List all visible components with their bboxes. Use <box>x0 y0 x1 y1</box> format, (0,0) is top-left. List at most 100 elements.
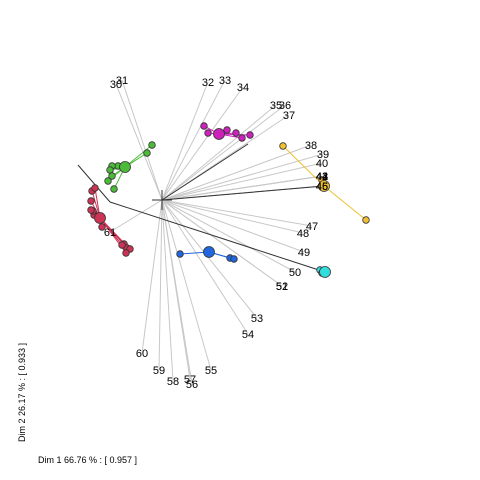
spoke-label-54: 54 <box>242 329 254 341</box>
spoke-line-52 <box>161 199 283 287</box>
spoke-line-30 <box>115 83 163 201</box>
connector-line-1 <box>77 164 111 203</box>
spoke-line-32 <box>161 81 209 201</box>
spoke-label-46: 46 <box>316 181 328 193</box>
series-1-center <box>94 212 106 224</box>
spoke-label-41: 41 <box>316 171 328 183</box>
series-2-point-4 <box>232 129 240 137</box>
series-2-point-1 <box>200 122 208 130</box>
series-0-point-7 <box>148 141 156 149</box>
series-group-5 <box>316 266 331 278</box>
series-group-4 <box>176 246 238 263</box>
spoke-line-54 <box>161 199 249 335</box>
series-2-point-6 <box>238 134 246 142</box>
spoke-line-40 <box>161 162 323 201</box>
spoke-label-43: 43 <box>316 171 328 183</box>
spoke-label-50: 50 <box>289 267 301 279</box>
series-4-point-3 <box>230 255 238 263</box>
series-1-point-11 <box>122 249 130 257</box>
series-groups <box>87 122 370 278</box>
spoke-line-60 <box>141 199 163 354</box>
series-0-point-6 <box>110 185 118 193</box>
series-3-point-3 <box>362 216 370 224</box>
spoke-label-56: 56 <box>186 379 198 391</box>
series-2-point-3 <box>223 126 231 134</box>
spoke-label-31: 31 <box>116 75 128 87</box>
spoke-label-39: 39 <box>317 149 329 161</box>
spoke-line-55 <box>161 199 212 371</box>
spoke-label-61: 61 <box>104 227 116 239</box>
spoke-label-47: 47 <box>306 221 318 233</box>
spoke-line-39 <box>161 153 324 201</box>
spoke-label-51: 51 <box>276 281 288 293</box>
connector-line-2 <box>161 143 249 201</box>
series-1-point-6 <box>91 184 99 192</box>
series-4-point-1 <box>176 250 184 258</box>
spoke-line-50 <box>161 199 296 273</box>
spoke-line-59 <box>158 199 163 371</box>
series-group-1 <box>87 184 134 257</box>
spoke-label-48: 48 <box>297 228 309 240</box>
spoke-line-47 <box>161 199 313 227</box>
spoke-line-38 <box>161 144 312 201</box>
series-0-point-5 <box>104 177 112 185</box>
spoke-line-34 <box>161 86 244 201</box>
spoke-label-34: 34 <box>237 82 249 94</box>
connector-line-0 <box>109 201 326 273</box>
series-0-point-8 <box>143 149 151 157</box>
spoke-line-49 <box>161 199 305 253</box>
series-group-2 <box>200 122 254 142</box>
spoke-line-53 <box>161 199 258 319</box>
spoke-label-35: 35 <box>270 100 282 112</box>
spoke-line-33 <box>161 79 226 201</box>
spoke-label-55: 55 <box>205 365 217 377</box>
series-0-point-3 <box>106 166 114 174</box>
spoke-lines <box>109 79 324 385</box>
spoke-label-59: 59 <box>153 365 165 377</box>
spoke-line-57 <box>161 199 191 380</box>
spoke-label-33: 33 <box>219 75 231 87</box>
spoke-label-57: 57 <box>184 374 196 386</box>
origin-cross <box>152 190 172 210</box>
series-1-point-4 <box>87 197 95 205</box>
series-4-center <box>203 246 215 258</box>
spoke-label-58: 58 <box>167 376 179 388</box>
spoke-line-48 <box>161 199 304 234</box>
connector-line-3 <box>161 185 325 201</box>
spoke-label-40: 40 <box>316 158 328 170</box>
spoke-label-45: 45 <box>316 181 328 193</box>
spoke-label-42: 42 <box>316 171 328 183</box>
series-group-3 <box>279 142 370 224</box>
series-5-center <box>319 266 331 278</box>
spoke-line-61 <box>109 199 163 233</box>
spoke-label-60: 60 <box>136 348 148 360</box>
series-3-point-1 <box>279 142 287 150</box>
x-axis-label: Dim 1 66.76 % : [ 0.957 ] <box>38 455 137 465</box>
series-1-point-3 <box>87 206 95 214</box>
spoke-label-38: 38 <box>305 140 317 152</box>
series-3-center <box>318 180 330 192</box>
spoke-label-36: 36 <box>279 100 291 112</box>
spoke-line-36 <box>161 104 286 201</box>
spoke-label-44: 44 <box>316 171 328 183</box>
series-3-link-1 <box>282 145 325 187</box>
spoke-line-58 <box>161 199 174 382</box>
series-3-link-3 <box>323 185 367 221</box>
spoke-label-32: 32 <box>202 77 214 89</box>
spoke-label-37: 37 <box>283 110 295 122</box>
spoke-line-35 <box>161 104 277 201</box>
spoke-line-31 <box>121 79 163 201</box>
connector-lines <box>77 143 326 273</box>
series-2-point-2 <box>204 129 212 137</box>
series-group-0 <box>104 141 156 193</box>
series-1-point-12 <box>118 241 126 249</box>
spoke-label-53: 53 <box>251 313 263 325</box>
spoke-label-30: 30 <box>110 79 122 91</box>
series-0-point-4 <box>108 172 116 180</box>
series-2-center <box>213 128 225 140</box>
y-axis-label: Dim 2 26.17 % : [ 0.933 ] <box>17 343 27 442</box>
series-0-center <box>119 161 131 173</box>
spoke-label-52: 52 <box>276 281 288 293</box>
